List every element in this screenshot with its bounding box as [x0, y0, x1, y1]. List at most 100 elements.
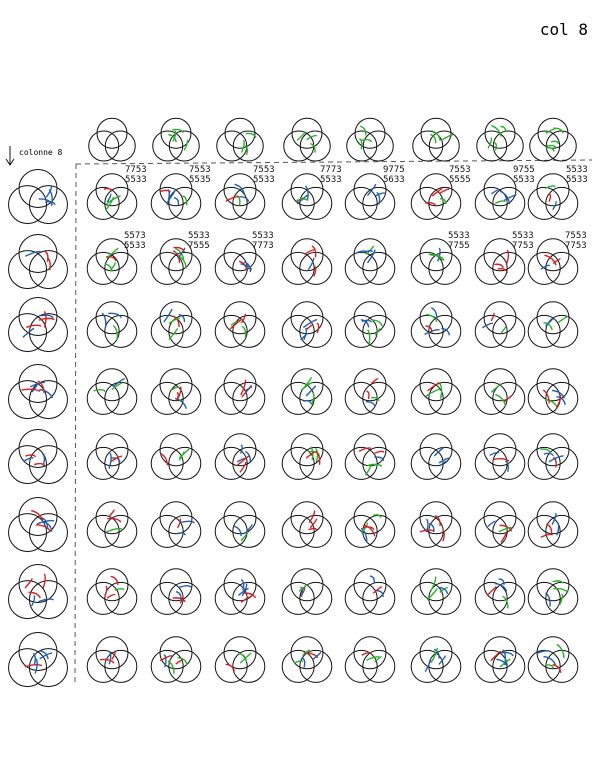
colored-stroke — [366, 656, 380, 661]
borromean-rings — [8, 168, 68, 225]
colored-stroke — [366, 390, 370, 400]
ring — [492, 186, 526, 220]
colored-stroke — [174, 247, 185, 261]
colored-stroke — [431, 187, 443, 197]
colored-stroke — [168, 317, 180, 325]
ring — [536, 568, 570, 602]
colored-stroke — [179, 594, 184, 604]
ring — [474, 251, 508, 285]
colored-stroke — [552, 200, 557, 211]
colored-stroke — [296, 198, 309, 202]
ring — [86, 186, 120, 220]
borromean-rings — [281, 238, 333, 285]
ring — [492, 314, 526, 348]
ring — [104, 581, 138, 615]
ring — [95, 368, 129, 402]
dashed-line — [74, 163, 77, 683]
colored-stroke — [243, 592, 257, 599]
colored-stroke — [439, 586, 449, 593]
ring — [483, 568, 517, 602]
colored-stroke — [366, 249, 376, 264]
colored-stroke — [305, 385, 317, 397]
colored-stroke — [372, 514, 382, 518]
colored-stroke — [486, 585, 497, 597]
colored-stroke — [302, 318, 318, 329]
colored-stroke — [108, 508, 115, 517]
ring — [527, 514, 561, 548]
ring — [168, 514, 202, 548]
borromean-rings — [344, 501, 396, 548]
ring — [536, 501, 570, 535]
ring — [214, 446, 248, 480]
ring — [536, 433, 570, 467]
borromean-rings — [214, 301, 266, 348]
ring — [428, 251, 462, 285]
ring — [8, 648, 48, 688]
ring — [104, 314, 138, 348]
ring — [214, 649, 248, 683]
colored-stroke — [356, 250, 368, 254]
colored-stroke — [493, 458, 510, 462]
colored-stroke — [178, 451, 185, 461]
colored-stroke — [540, 448, 552, 454]
colored-stroke — [424, 328, 440, 336]
colored-stroke — [544, 254, 557, 266]
ring — [299, 446, 333, 480]
borromean-rings — [86, 568, 138, 615]
colored-stroke — [24, 578, 33, 589]
colored-stroke — [304, 185, 309, 200]
ring — [232, 251, 266, 285]
colored-stroke — [551, 512, 557, 526]
ring-label: 7773 — [320, 165, 342, 175]
colored-stroke — [172, 250, 181, 263]
ring — [344, 446, 378, 480]
ring — [86, 581, 120, 615]
colored-stroke — [296, 131, 307, 141]
ring-label: 7555 — [188, 241, 210, 251]
ring-label: 5533 — [448, 231, 470, 241]
ring-label: 5533 — [124, 241, 146, 251]
ring — [529, 130, 561, 162]
colored-stroke — [44, 250, 49, 262]
colored-stroke — [505, 249, 510, 265]
borromean-rings — [152, 117, 200, 162]
colored-stroke — [108, 452, 112, 469]
colored-stroke — [433, 446, 445, 457]
colored-stroke — [244, 450, 252, 463]
borromean-rings — [527, 568, 579, 615]
colored-stroke — [494, 582, 508, 592]
ring — [527, 314, 561, 348]
ring — [474, 581, 508, 615]
ring — [8, 250, 48, 290]
colored-stroke — [22, 457, 34, 462]
colored-stroke — [25, 250, 41, 257]
colored-stroke — [481, 322, 494, 329]
ring — [104, 514, 138, 548]
borromean-rings — [529, 117, 577, 162]
ring — [152, 130, 184, 162]
colored-stroke — [308, 527, 318, 531]
ring-label: 5533 — [513, 175, 535, 185]
borromean-rings — [344, 238, 396, 285]
colored-stroke — [500, 531, 507, 543]
ring — [410, 381, 444, 415]
ring — [362, 186, 396, 220]
colored-stroke — [556, 643, 565, 659]
ring — [159, 238, 193, 272]
colored-stroke — [93, 389, 106, 393]
borromean-rings — [474, 238, 526, 285]
colored-stroke — [302, 649, 311, 657]
colored-stroke — [490, 383, 502, 393]
colored-stroke — [37, 519, 55, 525]
ring — [419, 636, 453, 670]
colored-stroke — [310, 392, 315, 406]
colored-stroke — [239, 196, 250, 202]
ring — [281, 446, 315, 480]
ring — [299, 314, 333, 348]
ring — [168, 649, 202, 683]
ring — [354, 117, 386, 149]
colored-stroke — [490, 312, 495, 322]
borromean-rings — [214, 368, 266, 415]
ring-label: 5533 — [253, 175, 275, 185]
colored-stroke — [498, 527, 513, 533]
